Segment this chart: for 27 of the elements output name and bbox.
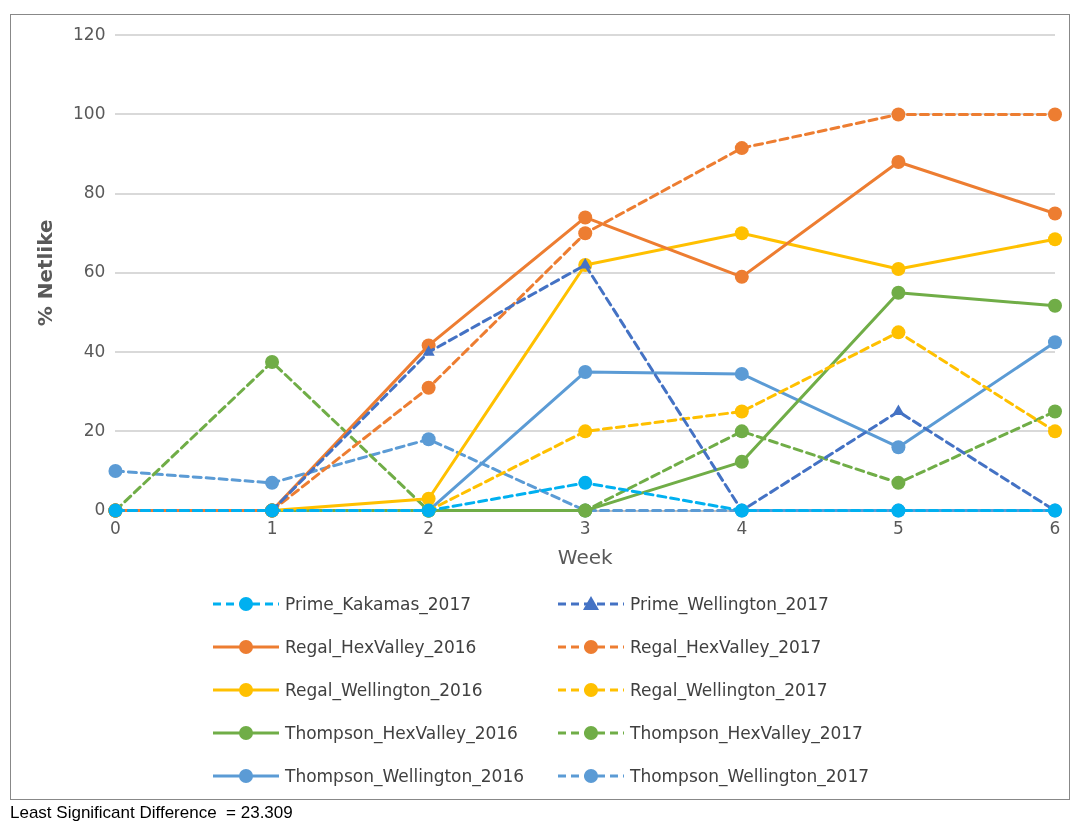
y-tick-label: 60 bbox=[83, 261, 106, 282]
x-tick-label: 5 bbox=[892, 518, 904, 539]
text: Least Significant Difference = 23.309 bbox=[10, 803, 293, 823]
legend-label: Prime_Kakamas_2017 bbox=[285, 594, 472, 614]
x-tick-label: 2 bbox=[423, 518, 435, 539]
x-tick-label: 3 bbox=[579, 518, 591, 539]
x-tick-label: 6 bbox=[1049, 518, 1061, 539]
legend-label: Thompson_HexValley_2017 bbox=[630, 723, 863, 743]
y-tick-label: 40 bbox=[83, 340, 106, 361]
x-tick-label: 4 bbox=[736, 518, 748, 539]
x-axis-title: Week bbox=[557, 545, 614, 570]
y-tick-label: 120 bbox=[72, 23, 106, 44]
y-tick-label: 80 bbox=[83, 182, 106, 203]
y-tick-label: 100 bbox=[72, 102, 106, 123]
y-axis-title: % Netlike bbox=[33, 219, 58, 327]
y-tick-label: 20 bbox=[83, 419, 106, 440]
legend-label: Regal_HexValley_2016 bbox=[285, 637, 477, 657]
legend-label: Regal_HexValley_2017 bbox=[630, 637, 822, 657]
legend-label: Thompson_HexValley_2016 bbox=[285, 723, 518, 743]
legend-label: Prime_Wellington_2017 bbox=[630, 594, 829, 614]
legend-label: Thompson_Wellington_2016 bbox=[285, 766, 525, 786]
x-tick-label: 0 bbox=[110, 518, 121, 539]
legend-label: Regal_Wellington_2016 bbox=[285, 680, 483, 700]
legend-label: Regal_Wellington_2017 bbox=[630, 680, 828, 700]
y-tick-label: 0 bbox=[94, 499, 106, 520]
legend-label: Thompson_Wellington_2017 bbox=[630, 766, 870, 786]
x-tick-label: 1 bbox=[266, 518, 278, 539]
